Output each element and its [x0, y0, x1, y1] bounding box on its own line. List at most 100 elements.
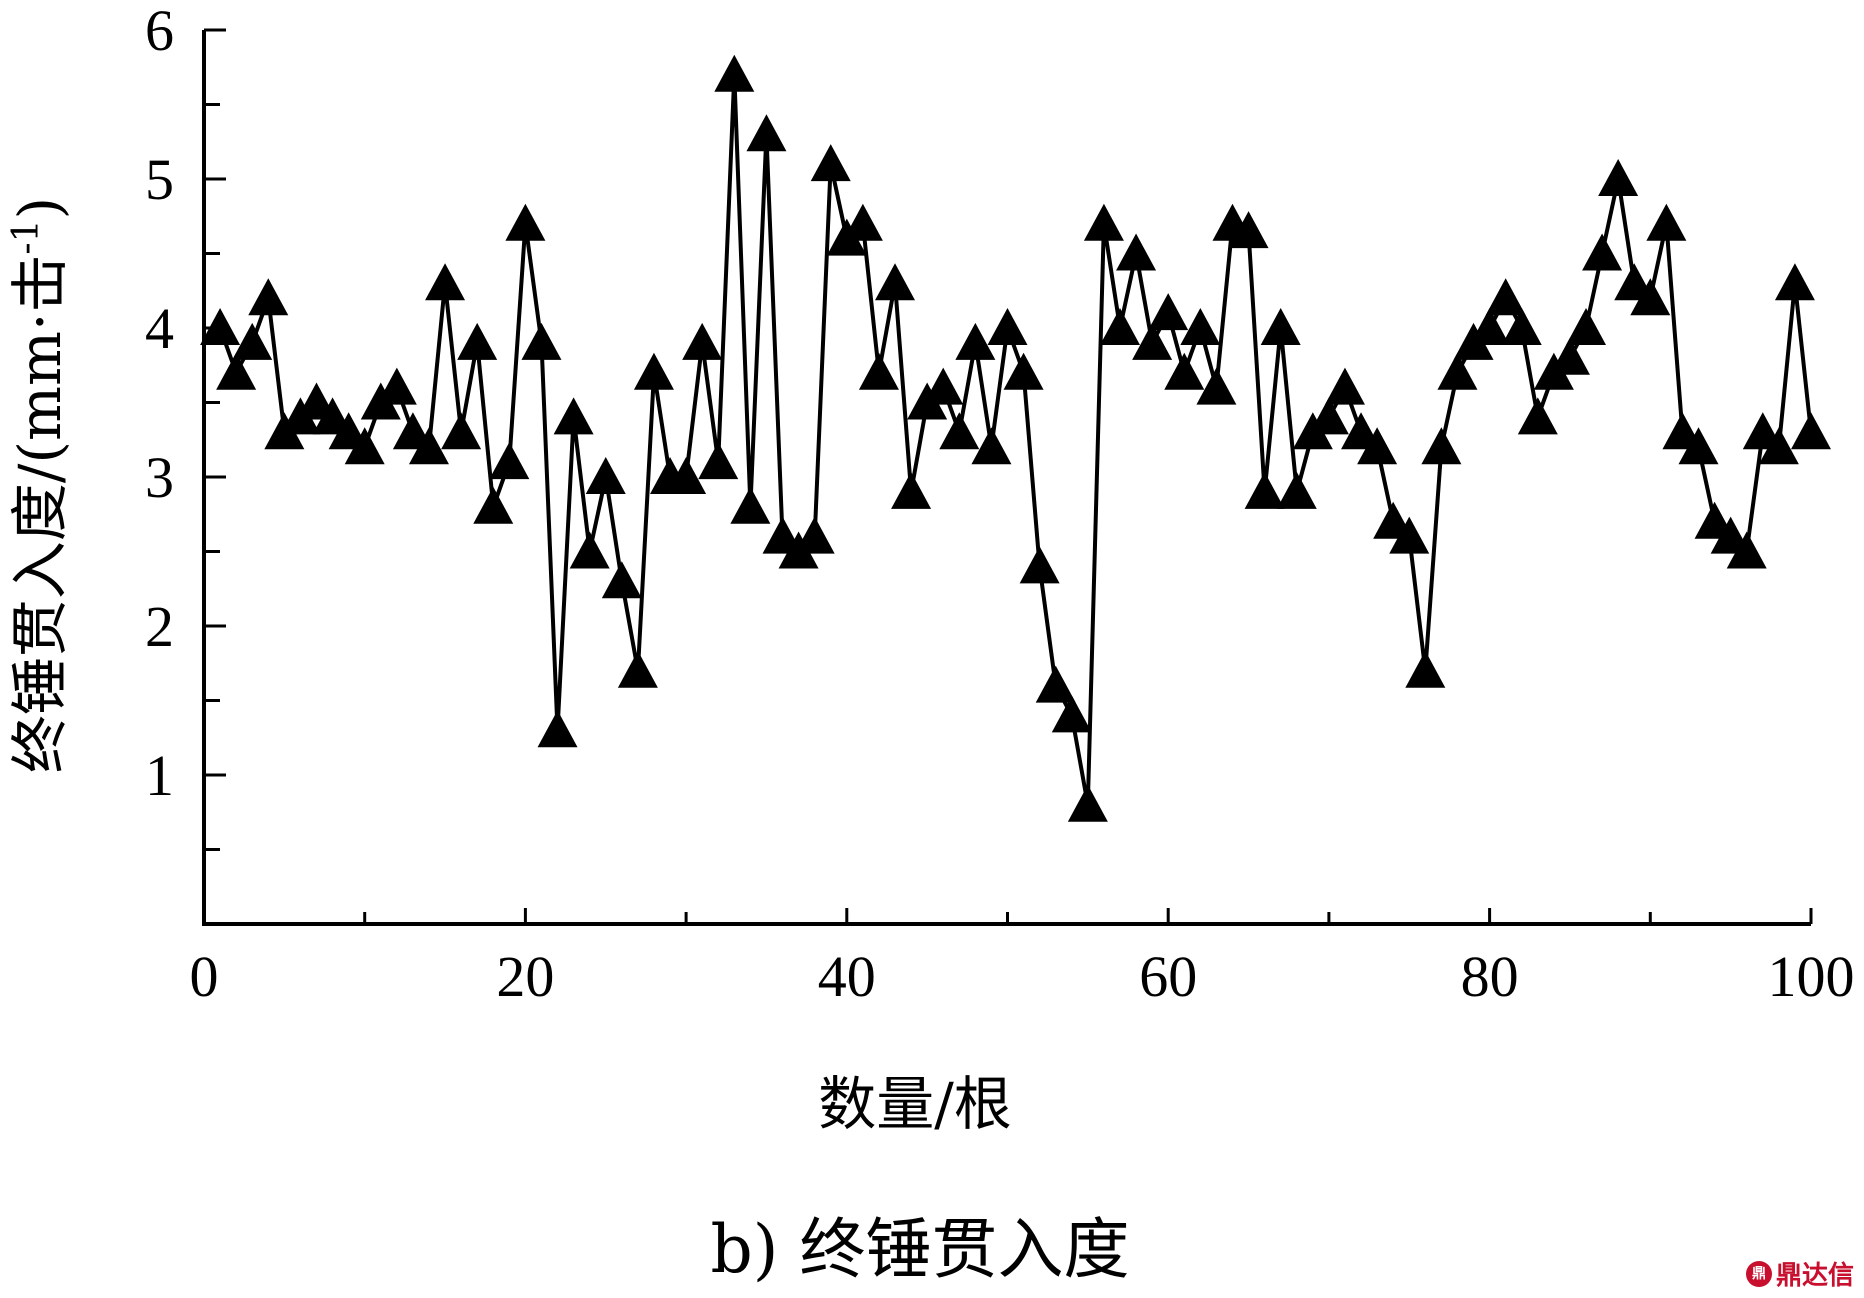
data-point-triangle — [746, 114, 787, 152]
data-point-triangle — [1421, 427, 1462, 465]
data-point-triangle — [1791, 412, 1831, 450]
data-point-triangle — [1035, 665, 1076, 703]
x-axis-title: 数量/根 — [818, 1070, 1012, 1138]
data-point-triangle — [1501, 308, 1542, 345]
data-point-triangle — [569, 531, 610, 569]
data-point-triangle — [617, 650, 658, 688]
data-point-triangle — [1228, 211, 1269, 249]
data-point-triangle — [939, 412, 980, 450]
y-axis-title: 终锤贯入度/(mm·击-1) — [6, 197, 74, 773]
data-point-triangle — [248, 278, 289, 316]
data-point-triangle — [1405, 650, 1446, 688]
data-point-triangle — [810, 144, 851, 182]
data-point-triangle — [714, 54, 755, 92]
data-point-triangle — [216, 352, 257, 390]
data-point-triangle — [1164, 352, 1205, 390]
data-point-triangle — [1469, 308, 1510, 345]
data-point-triangle — [730, 486, 771, 524]
data-point-triangle — [1003, 352, 1044, 390]
y-tick-label: 6 — [145, 0, 174, 63]
data-point-triangle — [842, 203, 883, 241]
data-point-triangle — [1180, 308, 1221, 345]
y-axis-title-superscript: -1 — [6, 219, 47, 254]
data-point-triangle — [1067, 784, 1108, 822]
x-tick-label: 0 — [190, 944, 219, 1009]
data-point-triangle — [1566, 308, 1607, 345]
data-point-triangle — [1116, 233, 1157, 271]
data-point-triangle — [1582, 233, 1623, 271]
data-point-triangle — [1276, 471, 1317, 509]
data-point-triangle — [1324, 367, 1365, 405]
data-point-triangle — [489, 442, 530, 480]
watermark-logo-icon: 鼎 — [1745, 1260, 1772, 1287]
axes — [202, 30, 1811, 926]
data-point-triangle — [666, 457, 707, 494]
x-tick-label: 20 — [496, 944, 554, 1009]
tick-labels: 0 20 40 60 80 100 1 2 3 4 5 6 — [145, 0, 1855, 1009]
data-point-triangle — [344, 427, 385, 465]
data-point-triangle — [1051, 695, 1092, 733]
data-point-triangle — [408, 427, 449, 465]
data-point-triangle — [1485, 278, 1526, 316]
data-point-triangle — [633, 352, 674, 390]
data-point-triangle — [1646, 203, 1687, 241]
data-point-triangle — [1019, 546, 1060, 584]
data-point-triangle — [1437, 352, 1478, 390]
data-point-triangle — [923, 367, 964, 405]
data-point-triangle — [1083, 203, 1124, 241]
figure-caption: b) 终锤贯入度 — [711, 1211, 1130, 1288]
data-point-triangle — [537, 710, 578, 748]
y-axis-title-close: ) — [6, 197, 74, 220]
y-tick-label: 3 — [145, 445, 174, 510]
data-point-triangle — [682, 322, 723, 360]
series-line — [218, 72, 1813, 807]
data-point-triangle — [1389, 516, 1430, 554]
y-tick-label: 2 — [145, 594, 174, 659]
data-point-triangle — [1260, 308, 1301, 345]
data-point-triangle — [200, 308, 241, 345]
ticks — [202, 28, 1813, 924]
data-point-triangle — [1598, 159, 1639, 196]
data-point-triangle — [1099, 308, 1140, 345]
y-tick-label: 1 — [145, 743, 174, 808]
data-point-triangle — [1774, 263, 1815, 301]
x-tick-label: 60 — [1139, 944, 1197, 1009]
data-point-triangle — [875, 263, 916, 301]
data-point-triangle — [553, 397, 594, 435]
x-tick-label: 100 — [1768, 944, 1855, 1009]
data-point-triangle — [987, 308, 1028, 345]
data-point-triangle — [232, 322, 273, 360]
data-point-triangle — [1244, 471, 1285, 509]
data-point-triangle — [1758, 427, 1799, 465]
data-point-triangle — [473, 486, 514, 524]
data-point-triangle — [1196, 367, 1237, 405]
data-point-triangle — [585, 457, 626, 494]
data-point-triangle — [794, 516, 835, 554]
watermark: 鼎 鼎达信 — [1745, 1255, 1854, 1292]
data-point-triangle — [891, 471, 932, 509]
data-point-triangle — [1726, 531, 1767, 569]
data-point-triangle — [858, 352, 899, 390]
data-point-triangle — [1357, 427, 1398, 465]
data-point-triangle — [1630, 278, 1671, 316]
data-point-triangle — [441, 412, 482, 450]
data-point-triangle — [505, 203, 546, 241]
x-tick-label: 80 — [1461, 944, 1519, 1009]
data-point-triangle — [1549, 337, 1590, 375]
data-point-triangle — [1308, 397, 1349, 435]
data-point-triangle — [1132, 322, 1173, 360]
data-point-triangle — [425, 263, 466, 301]
data-point-triangle — [698, 442, 739, 480]
data-point-triangle — [457, 322, 498, 360]
data-point-triangle — [955, 322, 996, 360]
y-tick-label: 5 — [145, 147, 174, 212]
data-point-triangle — [601, 561, 642, 599]
series — [200, 54, 1831, 822]
data-point-triangle — [1517, 397, 1558, 435]
data-point-triangle — [376, 367, 417, 405]
data-point-triangle — [1678, 427, 1719, 465]
y-axis-title-main: 终锤贯入度/(mm·击 — [6, 255, 74, 774]
x-tick-label: 40 — [818, 944, 876, 1009]
y-tick-label: 4 — [145, 296, 174, 361]
